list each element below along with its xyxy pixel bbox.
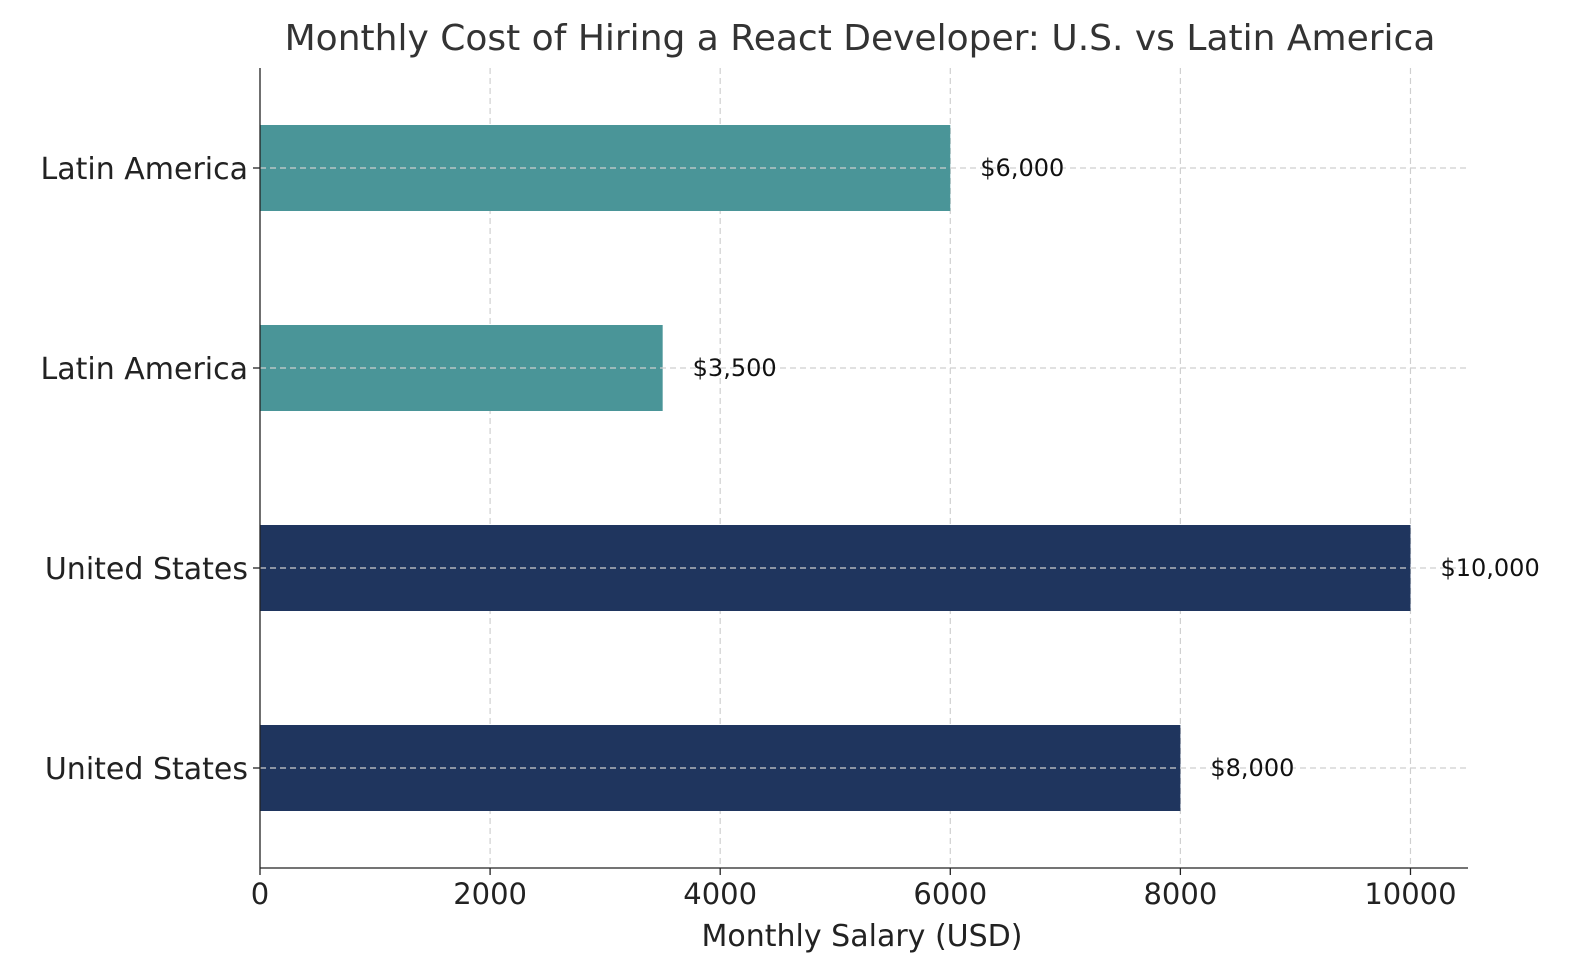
x-tick-label: 6000 [913, 877, 987, 911]
y-tick-label: Latin America [41, 352, 249, 387]
x-tick-label: 4000 [683, 877, 757, 911]
x-tick-label: 0 [251, 877, 269, 911]
value-labels: $8,000 $10,000 $3,500 $6,000 [693, 154, 1540, 782]
y-tick-label: United States [45, 552, 248, 587]
x-axis-label: Monthly Salary (USD) [702, 919, 1023, 954]
value-label: $8,000 [1210, 754, 1294, 782]
y-tick-label: Latin America [41, 152, 249, 187]
x-ticks: 0 2000 4000 6000 8000 10000 [251, 868, 1457, 911]
y-tick-label: United States [45, 752, 248, 787]
value-label: $3,500 [693, 354, 777, 382]
axes [259, 68, 1468, 869]
value-label: $10,000 [1440, 554, 1539, 582]
x-tick-label: 8000 [1143, 877, 1217, 911]
y-ticks: United States United States Latin America L… [41, 152, 260, 787]
value-label: $6,000 [980, 154, 1064, 182]
horizontal-grid [260, 167, 1468, 769]
x-tick-label: 10000 [1364, 877, 1456, 911]
chart-title: Monthly Cost of Hiring a React Developer… [285, 18, 1436, 59]
x-tick-label: 2000 [453, 877, 527, 911]
